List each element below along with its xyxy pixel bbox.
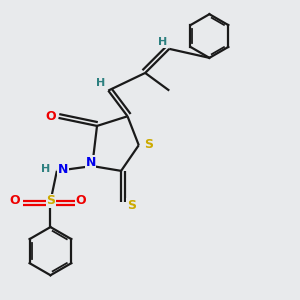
Text: O: O xyxy=(76,194,86,207)
Text: S: S xyxy=(127,199,136,212)
Text: H: H xyxy=(96,78,105,88)
Text: O: O xyxy=(45,110,56,123)
Text: S: S xyxy=(46,194,56,207)
Text: N: N xyxy=(85,156,96,169)
Text: S: S xyxy=(145,138,154,151)
Text: N: N xyxy=(58,163,68,176)
Text: H: H xyxy=(158,38,167,47)
Text: O: O xyxy=(10,194,20,207)
Text: H: H xyxy=(41,164,50,174)
